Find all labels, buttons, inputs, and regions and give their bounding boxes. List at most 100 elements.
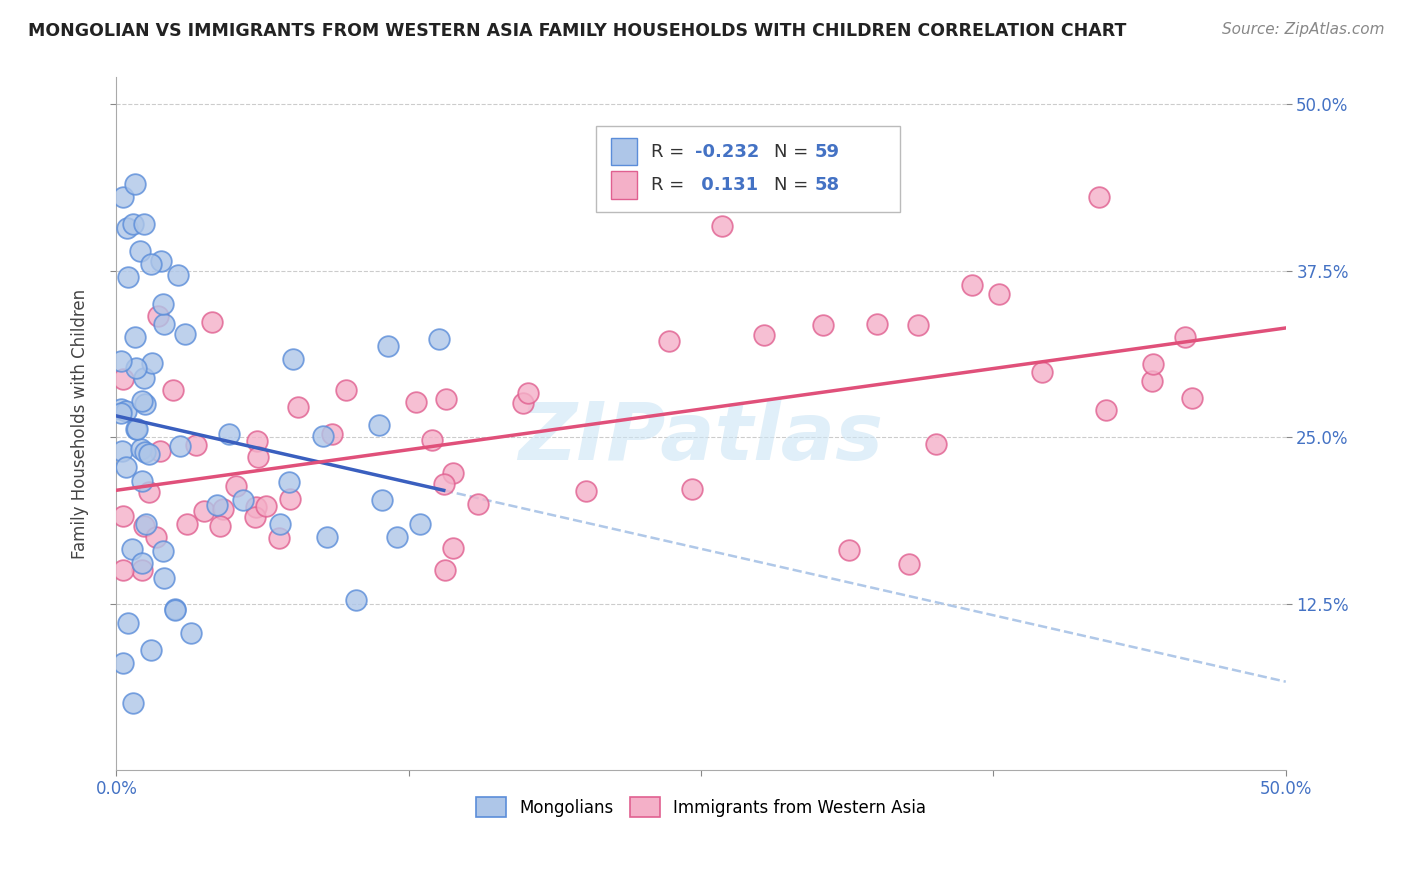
Point xyxy=(752,327,775,342)
Point xyxy=(907,318,929,332)
Point xyxy=(246,434,269,448)
Point xyxy=(180,626,202,640)
Point xyxy=(125,421,148,435)
Point xyxy=(167,268,190,283)
Point xyxy=(112,372,135,386)
Point xyxy=(269,516,291,531)
Point xyxy=(112,563,135,577)
Legend: Mongolians, Immigrants from Western Asia: Mongolians, Immigrants from Western Asia xyxy=(470,790,934,824)
Point xyxy=(152,297,174,311)
Point xyxy=(184,438,207,452)
Point xyxy=(149,444,172,458)
Point xyxy=(121,217,143,231)
Point xyxy=(152,543,174,558)
Text: 0.131: 0.131 xyxy=(695,176,758,194)
Text: -0.232: -0.232 xyxy=(695,144,759,161)
Point xyxy=(711,219,734,233)
Point xyxy=(246,450,269,464)
Y-axis label: Family Households with Children: Family Households with Children xyxy=(72,289,89,558)
Point xyxy=(371,492,394,507)
Point xyxy=(132,519,155,533)
Point xyxy=(436,392,458,406)
Point xyxy=(193,504,215,518)
Point xyxy=(169,439,191,453)
Text: R =: R = xyxy=(651,176,690,194)
Point xyxy=(243,510,266,524)
Point xyxy=(1095,403,1118,417)
Point xyxy=(201,315,224,329)
Point xyxy=(163,601,186,615)
Point xyxy=(209,519,232,533)
Bar xyxy=(612,137,637,165)
Point xyxy=(427,332,450,346)
Point xyxy=(232,492,254,507)
Point xyxy=(162,383,184,397)
Point xyxy=(441,466,464,480)
Point xyxy=(115,403,138,417)
Point xyxy=(134,217,156,231)
Bar xyxy=(612,171,637,199)
Point xyxy=(512,396,534,410)
Point xyxy=(152,571,174,585)
Text: 59: 59 xyxy=(814,144,839,161)
Point xyxy=(245,500,267,515)
Point xyxy=(111,444,134,458)
Text: N =: N = xyxy=(773,176,814,194)
Point xyxy=(517,386,540,401)
Point xyxy=(315,530,337,544)
Point xyxy=(141,356,163,370)
Point xyxy=(377,339,399,353)
Text: ZIPatlas: ZIPatlas xyxy=(519,399,883,476)
Point xyxy=(335,383,357,397)
Text: N =: N = xyxy=(773,144,814,161)
Point xyxy=(212,502,235,516)
Point xyxy=(681,482,703,496)
Point xyxy=(145,530,167,544)
Point xyxy=(146,309,169,323)
Point xyxy=(138,447,160,461)
Point xyxy=(409,516,432,531)
Point xyxy=(124,360,146,375)
Point xyxy=(128,244,150,258)
Point xyxy=(287,401,309,415)
Point xyxy=(141,643,163,657)
Point xyxy=(131,556,153,570)
Point xyxy=(110,406,132,420)
Point xyxy=(125,422,148,436)
Point xyxy=(124,177,146,191)
Point xyxy=(112,508,135,523)
Point xyxy=(112,657,135,671)
Point xyxy=(385,530,408,544)
Point xyxy=(254,500,277,514)
Point xyxy=(311,429,333,443)
Point xyxy=(115,459,138,474)
Point xyxy=(433,476,456,491)
Point xyxy=(110,402,132,417)
Point xyxy=(131,475,153,489)
Point xyxy=(129,442,152,456)
Point xyxy=(925,437,948,451)
Point xyxy=(962,278,984,293)
Point xyxy=(117,616,139,631)
Text: MONGOLIAN VS IMMIGRANTS FROM WESTERN ASIA FAMILY HOUSEHOLDS WITH CHILDREN CORREL: MONGOLIAN VS IMMIGRANTS FROM WESTERN ASI… xyxy=(28,22,1126,40)
Point xyxy=(138,485,160,500)
Point xyxy=(135,516,157,531)
Point xyxy=(367,418,389,433)
Point xyxy=(117,270,139,285)
Point xyxy=(441,541,464,555)
Point xyxy=(1031,365,1053,379)
FancyBboxPatch shape xyxy=(596,126,900,212)
Point xyxy=(280,492,302,507)
Point xyxy=(1087,190,1109,204)
Point xyxy=(121,697,143,711)
Text: R =: R = xyxy=(651,144,690,161)
Point xyxy=(150,253,173,268)
Point xyxy=(658,334,681,349)
Point xyxy=(866,317,889,331)
Point xyxy=(467,497,489,511)
Point xyxy=(121,542,143,557)
Point xyxy=(131,563,153,577)
Point xyxy=(141,257,163,271)
Point xyxy=(838,543,860,558)
Point xyxy=(134,445,156,459)
